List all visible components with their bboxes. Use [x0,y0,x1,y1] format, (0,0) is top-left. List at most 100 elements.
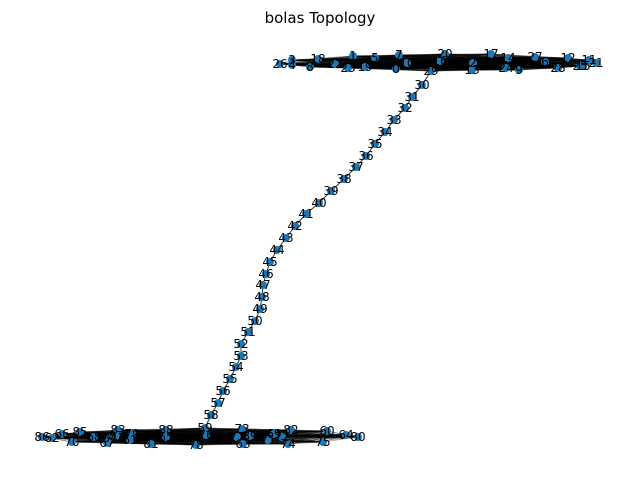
graph-edge [61,433,324,443]
graph-edge [291,64,581,67]
graph-edge [51,437,197,446]
graph-edge [165,436,197,446]
graph-edge [352,55,432,72]
node-label-81: 81 [143,437,158,451]
graph-edge [117,429,251,437]
node-label-44: 44 [269,243,284,257]
graph-edge [79,429,167,433]
graph-edge [291,53,446,66]
graph-edge [472,62,559,69]
graph-edge [406,62,581,67]
graph-node-25 [576,62,584,70]
graph-edge [61,433,108,444]
graph-edge [165,429,359,438]
graph-edge [398,54,507,69]
graph-node-29 [427,67,435,75]
graph-edge [131,433,238,438]
node-label-78: 78 [188,438,203,452]
graph-edge [279,54,400,65]
graph-edge [236,429,292,438]
graph-edge [507,57,597,64]
graph-edge [205,434,289,445]
graph-edge [249,430,328,437]
graph-edge [398,54,432,72]
graph-edge [439,60,559,69]
graph-edge [273,433,347,436]
node-label-73: 73 [234,422,249,436]
node-label-46: 46 [258,267,273,281]
graph-edge [129,429,292,441]
graph-edge [165,427,206,431]
graph-node-71 [264,436,272,444]
graph-node-22 [331,60,339,68]
graph-edge [395,57,569,70]
graph-edge [472,57,509,64]
graph-edge [291,63,336,66]
graph-edge [279,57,569,65]
graph-edge [279,53,492,65]
graph-edge [534,56,581,67]
graph-edge [51,437,244,445]
graph-edge [430,53,492,72]
graph-edge [444,53,546,63]
graph-edge [398,54,584,67]
graph-edge [334,63,581,67]
graph-edge [347,61,546,69]
graph-edge [93,429,119,438]
node-label-86: 86 [34,430,49,444]
node-label-57: 57 [210,396,225,410]
graph-edge [406,62,559,69]
graph-edge [242,441,324,445]
graph-edge [364,66,473,71]
node-label-3: 3 [288,53,296,67]
graph-edge [131,433,251,437]
graph-edge [374,57,546,63]
graph-edge [165,427,206,438]
graph-edge [117,429,324,443]
graph-edge [115,434,347,437]
graph-edge [79,431,359,438]
graph-node-45 [266,258,274,266]
graph-node-24 [502,64,510,72]
graph-edge [395,68,520,71]
graph-edge [364,59,590,68]
graph-edge [79,431,207,436]
graph-edge [347,67,397,70]
graph-edge [291,55,354,66]
graph-node-23 [344,64,352,72]
graph-edge [109,437,269,441]
graph-edge [406,62,432,72]
node-label-82: 82 [283,423,298,437]
graph-edge [204,427,324,443]
node-label-24: 24 [498,61,513,75]
graph-edge [150,427,206,445]
graph-edge [115,435,269,441]
graph-edge [249,435,324,443]
node-label-41: 41 [298,207,313,221]
graph-node-0 [392,65,400,73]
node-label-70: 70 [64,435,79,449]
graph-edge [490,53,569,59]
graph-edge [398,54,441,62]
graph-edge [195,430,328,446]
node-label-9: 9 [515,63,523,77]
graph-edge [334,60,441,65]
graph-edge [150,428,243,445]
graph-node-50 [251,317,259,325]
graph-edge [398,54,559,69]
graph-edge [444,53,473,71]
graph-node-51 [244,328,252,336]
graph-node-49 [256,305,264,313]
graph-edge [347,53,492,69]
graph-edge [242,439,269,445]
graph-edge [472,61,546,64]
graph-edge [279,60,441,65]
node-label-61: 61 [122,433,137,447]
graph-node-21 [592,59,600,67]
graph-edge [439,60,473,71]
graph-edge [406,57,509,64]
graph-edge [317,58,366,68]
graph-edge [150,439,269,445]
graph-edge [106,429,167,444]
graph-node-79 [128,430,136,438]
